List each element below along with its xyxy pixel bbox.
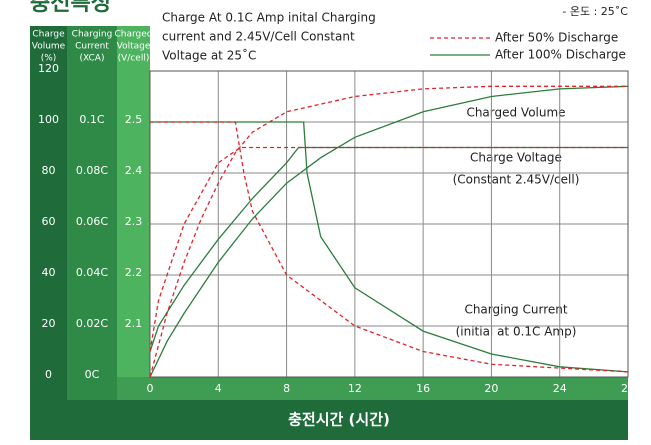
y-tick-label: 0.06C: [76, 215, 108, 228]
x-tick-label: 24: [553, 382, 567, 395]
y-tick-label: 0.02C: [76, 317, 108, 330]
y-tick-label: 120: [38, 62, 59, 75]
note: - 온도 : 25˚C: [562, 5, 628, 18]
x-tick-label: 12: [348, 382, 362, 395]
y-tick-label: 2.4: [125, 164, 143, 177]
legend-label: After 50% Discharge: [495, 31, 618, 45]
y-tick-label: 2.5: [125, 113, 143, 126]
y-tick-label: 0C: [85, 368, 100, 381]
series-line: [149, 146, 628, 352]
y-tick-label: 2.1: [125, 317, 143, 330]
plot-border: [149, 70, 629, 378]
x-tick-label: 4: [215, 382, 222, 395]
x-tick-label: 20: [484, 382, 498, 395]
x-tick-strip: [117, 377, 628, 400]
x-tick-label: 16: [416, 382, 430, 395]
legend-label: After 100% Discharge: [495, 48, 626, 62]
y-tick-label: 2.3: [125, 215, 143, 228]
y-tick-label: 40: [42, 266, 56, 279]
x-tick-label: 28: [621, 382, 635, 395]
axis-title: Charged: [114, 30, 152, 40]
axis-title: (%): [41, 54, 57, 64]
x-label-band: [30, 400, 628, 440]
title-line: current and 2.45V/Cell Constant: [162, 30, 355, 44]
annotation: Charged Volume: [466, 106, 565, 120]
series-line: [149, 85, 629, 378]
axis-title: Charge: [32, 30, 65, 40]
x-tick-label: 0: [147, 382, 154, 395]
axis-title: Current: [75, 42, 109, 52]
y-tick-label: 100: [38, 113, 59, 126]
y-tick-label: 20: [42, 317, 56, 330]
series-line: [149, 85, 628, 378]
current-column: [67, 26, 117, 400]
x-axis-label: 충전시간 (시간): [288, 411, 390, 429]
axis-title: Voltage: [117, 42, 151, 52]
axis-title: (V/cell): [118, 54, 150, 64]
annotation: Charge Voltage: [470, 151, 562, 165]
annotation: Charging Current: [464, 303, 567, 317]
y-tick-label: 2.2: [125, 266, 143, 279]
title-line: Charge At 0.1C Amp inital Charging: [162, 11, 376, 25]
title-line: Voltage at 25˚C: [162, 48, 256, 63]
volume-column: [30, 26, 67, 440]
axis-title: (XCA): [80, 54, 105, 64]
series-line: [149, 146, 628, 352]
y-tick-label: 0: [45, 368, 52, 381]
heading: 충전특성: [30, 0, 111, 16]
annotation: (initial at 0.1C Amp): [456, 325, 577, 339]
axis-title: Volume: [32, 42, 66, 52]
annotation: (Constant 2.45V/cell): [453, 173, 580, 187]
series-line: [150, 121, 629, 373]
voltage-column: [117, 26, 150, 400]
y-tick-label: 0.1C: [79, 113, 104, 126]
x-tick-label: 8: [283, 382, 290, 395]
y-tick-label: 60: [42, 215, 56, 228]
axis-title: Charging: [72, 30, 113, 40]
y-tick-label: 0.04C: [76, 266, 108, 279]
series-line: [150, 121, 629, 373]
y-tick-label: 80: [42, 164, 56, 177]
y-tick-label: 0.08C: [76, 164, 108, 177]
